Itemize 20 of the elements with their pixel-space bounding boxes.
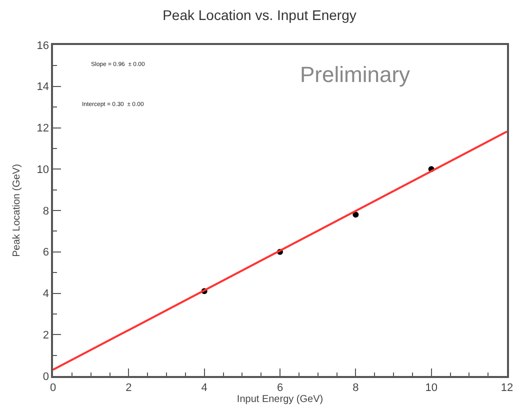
x-tick-label: 2 — [126, 382, 132, 394]
x-tick-label: 10 — [425, 382, 438, 394]
y-axis-title: Peak Location (GeV) — [11, 164, 22, 257]
y-tick-label: 4 — [42, 288, 50, 300]
annotation: Preliminary — [300, 62, 410, 87]
y-tick-label: 12 — [36, 122, 50, 135]
y-tick-label: 6 — [42, 246, 50, 259]
chart-title: Peak Location vs. Input Energy — [162, 7, 356, 24]
x-tick-label: 6 — [276, 382, 284, 394]
y-tick-label: 14 — [36, 81, 50, 94]
point — [352, 212, 359, 218]
y-tick-label: 0 — [42, 370, 50, 383]
x-axis-title: Input Energy (GeV) — [236, 394, 324, 405]
x-tick-label: 8 — [352, 382, 359, 394]
y-tick-label: 8 — [42, 205, 50, 218]
y-tick-label: 2 — [42, 329, 50, 342]
x-tick-label: 12 — [500, 382, 514, 394]
y-tick-label: 16 — [36, 40, 50, 52]
x-tick-label: 4 — [201, 382, 208, 394]
y-tick-label: 10 — [36, 164, 50, 176]
